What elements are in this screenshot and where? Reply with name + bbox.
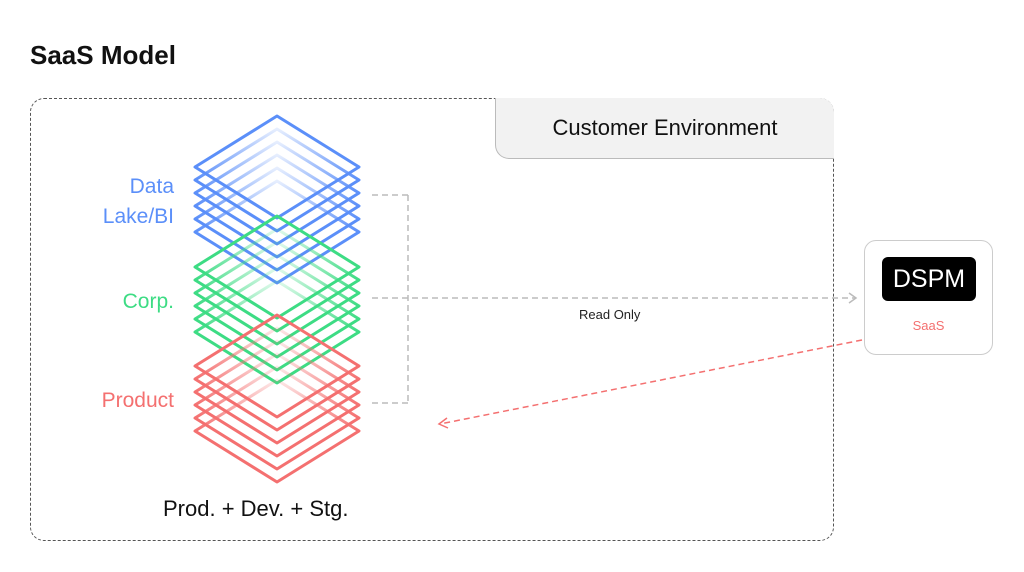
customer-environment-label: Customer Environment	[495, 98, 834, 159]
layer-data-lake-3	[193, 140, 361, 246]
dspm-badge: DSPM	[882, 257, 976, 301]
layer-product-3	[193, 339, 361, 445]
page-title: SaaS Model	[30, 40, 176, 70]
customer-environment-boundary	[30, 98, 834, 541]
layer-corp-6	[193, 279, 361, 385]
layer-stacks	[193, 114, 361, 484]
layer-product-6	[193, 378, 361, 484]
read-only-arrowhead-icon	[848, 292, 858, 304]
bracket-connector	[372, 194, 409, 404]
layer-data-lake-2	[193, 127, 361, 233]
layer-label-product: Product	[101, 389, 174, 412]
layer-corp-2	[193, 227, 361, 333]
layer-corp-4	[193, 253, 361, 359]
layer-data-lake-5	[193, 166, 361, 272]
layer-product-1	[193, 313, 361, 419]
layer-data-lake-1	[193, 114, 361, 220]
return-arrow-line	[439, 339, 863, 425]
layer-product-5	[193, 365, 361, 471]
layer-product-2	[193, 326, 361, 432]
layer-label-data-lake: Data Lake/BI	[102, 175, 174, 228]
dspm-saas-box[interactable]: DSPM SaaS	[864, 240, 993, 355]
layer-corp-3	[193, 240, 361, 346]
environments-caption: Prod. + Dev. + Stg.	[163, 496, 349, 521]
dspm-subtitle: SaaS	[912, 318, 945, 333]
return-arrowhead-icon	[437, 417, 449, 429]
layer-product-4	[193, 352, 361, 458]
layer-corp-5	[193, 266, 361, 372]
read-only-label: Read Only	[579, 307, 641, 322]
layer-data-lake-6	[193, 179, 361, 285]
layer-label-corp: Corp.	[122, 290, 174, 313]
layer-data-lake-4	[193, 153, 361, 259]
layer-corp-1	[193, 214, 361, 320]
